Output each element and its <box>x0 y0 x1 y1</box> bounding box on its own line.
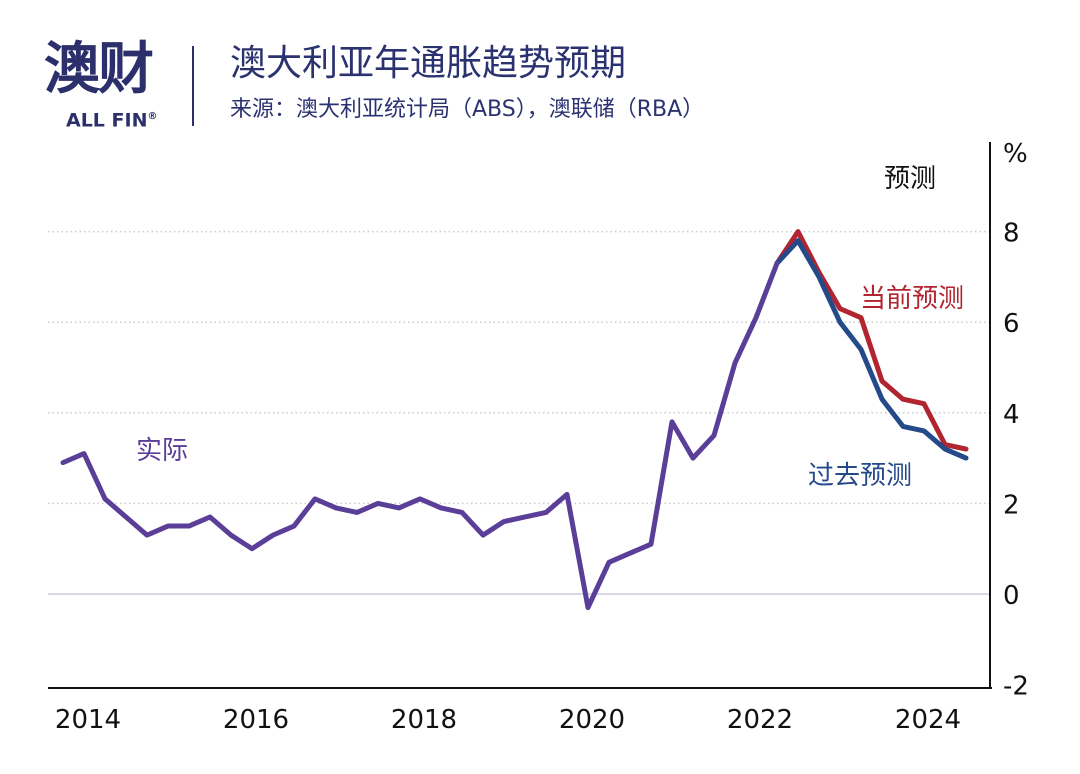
x-tick-label: 2014 <box>55 705 121 735</box>
y-tick-label: 0 <box>1003 581 1020 611</box>
x-tick-label: 2020 <box>559 705 625 735</box>
forecast-label: 预测 <box>884 164 936 194</box>
logo-en-text: ALL FIN <box>66 109 148 132</box>
x-tick-label: 2016 <box>223 705 289 735</box>
logo-registered-mark: ® <box>147 111 158 122</box>
x-tick-label: 2024 <box>895 705 961 735</box>
y-tick-label: 2 <box>1003 490 1020 520</box>
series-line-2 <box>774 238 969 461</box>
logo: 澳财 <box>44 37 154 102</box>
series-line-1 <box>774 229 969 452</box>
y-tick-label: 8 <box>1003 219 1020 249</box>
y-axis-unit: % <box>1003 139 1028 169</box>
series-label: 实际 <box>136 436 188 466</box>
chart-title: 澳大利亚年通胀趋势预期 <box>230 43 627 84</box>
chart-subtitle: 来源：澳大利亚统计局（ABS），澳联储（RBA） <box>230 97 705 122</box>
header-divider <box>192 46 194 126</box>
x-tick-label: 2018 <box>391 705 457 735</box>
logo-en: ALL FIN® <box>66 106 157 131</box>
y-tick-label: 4 <box>1003 400 1020 430</box>
x-tick-label: 2022 <box>727 705 793 735</box>
y-tick-label: 6 <box>1003 309 1020 339</box>
series-label: 当前预测 <box>860 284 964 314</box>
series-label: 过去预测 <box>808 461 912 491</box>
y-tick-label: -2 <box>1003 672 1029 702</box>
